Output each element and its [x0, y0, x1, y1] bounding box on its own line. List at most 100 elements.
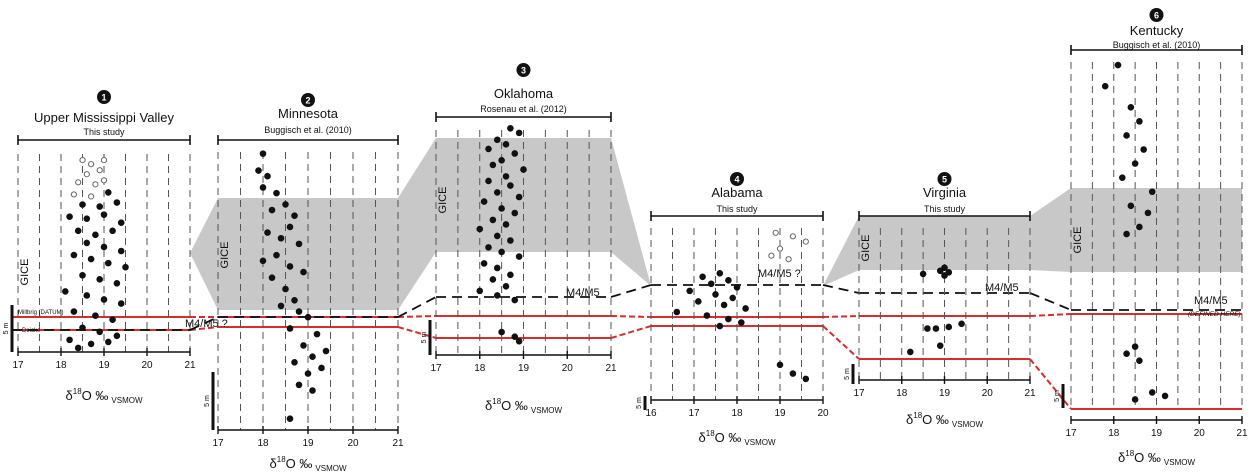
x-axis-label-main: O ‰ — [501, 398, 528, 413]
x-tick-label: 18 — [55, 360, 67, 371]
m4-m5-boundary-line — [397, 296, 437, 318]
data-point — [79, 201, 86, 208]
data-point — [74, 227, 82, 235]
x-axis-label-main: O ‰ — [286, 456, 313, 471]
data-point — [712, 291, 719, 298]
red-correlation-line — [610, 315, 652, 318]
data-point — [1140, 146, 1147, 153]
data-point — [295, 381, 303, 389]
data-point — [304, 313, 312, 321]
data-point — [70, 308, 78, 315]
x-tick-label: 19 — [98, 360, 110, 371]
data-point — [507, 237, 514, 244]
data-point — [70, 251, 78, 259]
boundary-note: (DEFINED HERE) — [1188, 311, 1241, 318]
x-tick-label: 17 — [212, 438, 224, 449]
gice-label: GICE — [19, 259, 31, 286]
data-point — [322, 347, 330, 355]
data-point — [768, 252, 775, 259]
data-point — [96, 328, 103, 336]
x-tick-label: 19 — [518, 363, 530, 374]
data-point — [309, 353, 316, 360]
x-axis-label-delta: δ — [906, 412, 913, 427]
data-point — [776, 361, 784, 369]
x-axis-label-subscript: VSMOW — [315, 464, 347, 473]
m4-m5-boundary-line — [1029, 292, 1072, 311]
data-point — [498, 157, 505, 164]
column-number: 5 — [942, 175, 947, 185]
x-tick-label: 17 — [430, 363, 442, 374]
x-axis-label-subscript: VSMOW — [952, 420, 984, 429]
data-point — [476, 287, 484, 295]
x-tick-label: 17 — [853, 388, 865, 399]
boundary-label: M4/M5 ? — [185, 318, 228, 330]
x-tick-label: 20 — [562, 363, 574, 374]
x-tick-label: 19 — [939, 388, 951, 399]
data-point — [117, 219, 125, 227]
data-point — [502, 141, 510, 148]
data-point — [122, 263, 129, 271]
data-point — [729, 294, 737, 302]
x-tick-label: 16 — [645, 408, 657, 419]
column-number: 6 — [1154, 11, 1159, 21]
x-tick-label: 21 — [605, 363, 617, 374]
data-point — [96, 203, 103, 210]
column-source: This study — [83, 127, 125, 137]
x-axis-label: δ18O ‰ VSMOW — [1118, 449, 1195, 467]
data-point — [286, 325, 294, 332]
data-point — [716, 322, 724, 330]
data-point — [277, 302, 285, 310]
data-point — [300, 268, 307, 276]
data-point — [686, 287, 694, 295]
data-point — [480, 260, 488, 267]
data-point — [919, 270, 927, 278]
data-point — [304, 370, 312, 377]
data-point — [699, 273, 706, 281]
data-point — [1123, 350, 1130, 357]
data-point — [79, 157, 86, 164]
data-point — [268, 206, 276, 214]
red-correlation-line — [822, 325, 860, 360]
gice-label: GICE — [437, 187, 449, 214]
x-axis-label-main: O ‰ — [82, 388, 109, 403]
x-axis-label-delta: δ — [699, 430, 706, 445]
data-point — [92, 312, 99, 319]
data-point — [291, 359, 298, 366]
red-correlation-line — [822, 315, 860, 318]
column-number: 3 — [521, 66, 526, 76]
data-point — [945, 269, 953, 276]
data-point — [87, 255, 95, 263]
column-title: Alabama — [711, 185, 763, 200]
data-point — [489, 216, 497, 224]
x-tick-label: 20 — [1194, 428, 1206, 439]
red-correlation-line — [189, 326, 219, 331]
data-point — [286, 263, 294, 270]
data-point — [958, 320, 965, 328]
boundary-label: M4/M5 — [1194, 295, 1228, 307]
red-correlation-line — [397, 315, 437, 318]
x-tick-label: 17 — [1065, 428, 1077, 439]
scale-bar-label: 5 m — [204, 395, 211, 407]
data-point — [485, 145, 492, 153]
data-point — [83, 292, 91, 299]
x-axis-label-subscript: VSMOW — [111, 396, 143, 405]
gice-band — [18, 138, 1242, 310]
data-point — [695, 298, 702, 305]
data-point — [502, 221, 510, 228]
x-tick-label: 18 — [474, 363, 486, 374]
x-tick-label: 21 — [184, 360, 196, 371]
data-point — [1148, 389, 1156, 396]
data-point — [941, 264, 948, 271]
x-axis-label: δ18O ‰ VSMOW — [66, 387, 143, 405]
data-point — [1136, 223, 1143, 231]
data-point — [79, 271, 86, 279]
data-point — [286, 415, 294, 423]
data-point — [74, 344, 82, 352]
column-number-badge — [301, 93, 315, 107]
data-point — [1148, 188, 1156, 196]
data-point — [277, 234, 285, 242]
data-point — [273, 189, 280, 197]
data-point — [1161, 392, 1169, 400]
